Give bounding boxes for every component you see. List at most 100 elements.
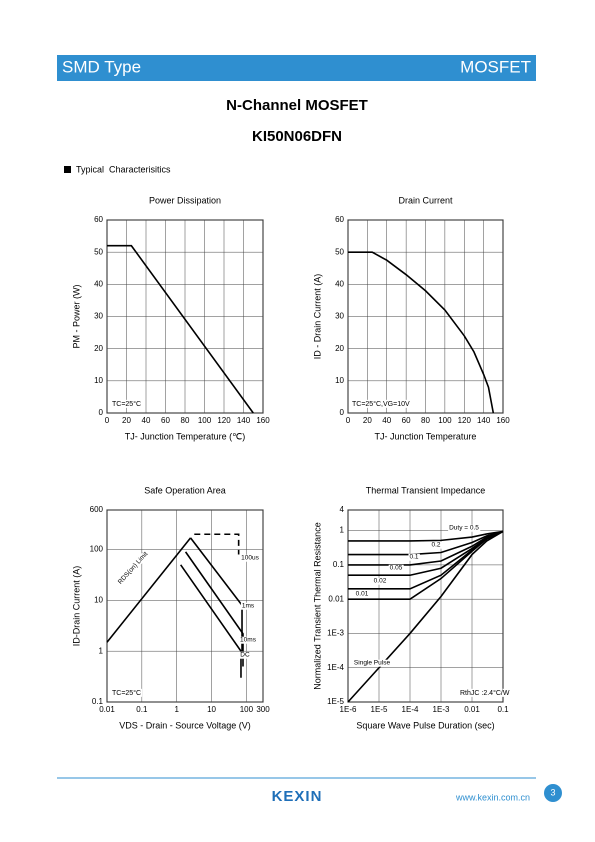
label-bg: [459, 688, 511, 697]
y-tick-label: 1: [99, 646, 104, 655]
series-label: Duty = 0.5: [449, 525, 479, 532]
x-tick-label: 160: [496, 416, 510, 425]
annotation: RthJC :2.4°C/W: [460, 689, 510, 697]
annotation: TC=25°C: [112, 689, 141, 697]
series-label: 0.01: [356, 591, 369, 598]
y-tick-label: 30: [94, 312, 103, 321]
y-tick-label: 0: [99, 408, 104, 417]
section-title: Typical Characterisitics: [76, 164, 171, 174]
label-bg: [240, 554, 261, 562]
y-tick-label: 50: [94, 247, 103, 256]
label-bg: [352, 659, 392, 667]
label-bg: [240, 602, 256, 610]
y-tick-label: 40: [94, 279, 103, 288]
x-tick-label: 160: [256, 416, 270, 425]
data-line: [348, 530, 504, 566]
label-bg: [372, 577, 388, 585]
y-tick-label: 20: [94, 344, 103, 353]
label-bg: [354, 590, 370, 598]
y-tick-label: 0.1: [92, 697, 104, 706]
label-bg: [408, 553, 420, 561]
data-line: [194, 533, 240, 555]
series-label: 0.2: [431, 542, 440, 549]
x-tick-label: 0.01: [464, 705, 480, 714]
series-label: DC: [240, 652, 250, 659]
y-tick-label: 600: [90, 505, 104, 514]
x-tick-label: 0.1: [136, 705, 148, 714]
data-line: [348, 251, 495, 414]
y-axis-label: PM - Power (W): [71, 284, 81, 348]
x-tick-label: 10: [207, 705, 216, 714]
x-tick-label: 1E-4: [402, 705, 419, 714]
data-line: [347, 530, 504, 703]
x-tick-label: 0.1: [497, 705, 509, 714]
data-line: [348, 530, 504, 556]
page-number: 3: [550, 787, 555, 797]
y-axis-label: ID - Drain Current (A): [312, 274, 322, 360]
x-axis-label: TJ- Junction Temperature: [375, 431, 477, 441]
x-tick-label: 1E-6: [340, 705, 357, 714]
y-tick-label: 1: [340, 526, 345, 535]
part-number: KI50N06DFN: [252, 128, 342, 145]
annotation: TC=25°C,VG=10V: [352, 400, 410, 408]
data-line: [106, 537, 192, 643]
y-tick-label: 30: [335, 312, 344, 321]
y-tick-label: 1E-4: [327, 663, 344, 672]
x-axis-label: Square Wave Pulse Duration (sec): [356, 720, 494, 730]
data-line: [348, 530, 504, 600]
x-tick-label: 80: [181, 416, 190, 425]
x-tick-label: 1: [174, 705, 179, 714]
y-tick-label: 1E-3: [327, 629, 344, 638]
y-tick-label: 0.01: [328, 594, 344, 603]
chart: Drain Current 0 20 40 60 80 100 120 140 160 0 10 20 3…: [312, 195, 510, 441]
y-tick-label: 10: [94, 595, 103, 604]
series-label: 10ms: [240, 637, 257, 644]
x-tick-label: 0.01: [99, 705, 115, 714]
chart-title: Thermal Transient Impedance: [366, 485, 486, 495]
x-tick-label: 0: [346, 416, 351, 425]
y-tick-label: 40: [335, 279, 344, 288]
label-bg: [448, 524, 481, 532]
x-tick-label: 20: [122, 416, 131, 425]
data-line: [348, 530, 504, 542]
annotation: TC=25°C: [112, 400, 141, 408]
label-bg: [116, 549, 151, 587]
label-bg: [111, 399, 143, 408]
y-tick-label: 20: [335, 344, 344, 353]
chart-title: Safe Operation Area: [144, 485, 226, 495]
series-label: 0.02: [374, 578, 387, 585]
header-bar: [57, 55, 536, 81]
y-tick-label: 10: [94, 376, 103, 385]
label-bg: [239, 651, 251, 659]
label-bg: [239, 636, 258, 644]
label-bg: [111, 688, 143, 697]
x-tick-label: 60: [402, 416, 411, 425]
bullet: [64, 166, 71, 173]
x-tick-label: 40: [382, 416, 391, 425]
data-line: [107, 244, 254, 414]
x-tick-label: 60: [161, 416, 170, 425]
doc-title: N-Channel MOSFET: [226, 97, 368, 114]
chart: Power Dissipation 0 20 40 60 80 100 120 140 160 0 1…: [71, 195, 270, 441]
plot-area: [106, 509, 264, 703]
y-tick-label: 10: [335, 376, 344, 385]
y-tick-label: 0.1: [333, 560, 345, 569]
x-tick-label: 120: [458, 416, 472, 425]
y-tick-label: 100: [90, 545, 104, 554]
series-label: 1ms: [242, 603, 255, 610]
y-tick-label: 1E-5: [327, 697, 344, 706]
x-tick-label: 1E-3: [433, 705, 450, 714]
x-tick-label: 80: [421, 416, 430, 425]
y-tick-label: 60: [94, 215, 103, 224]
series-label: Single Pulse: [354, 660, 391, 667]
footer-url: www.kexin.com.cn: [455, 792, 530, 802]
header-left: SMD Type: [62, 57, 141, 76]
chart-title: Power Dissipation: [149, 195, 221, 205]
header-right: MOSFET: [460, 57, 531, 76]
y-axis-label: ID-Drain Current (A): [71, 566, 81, 647]
chart-title: Drain Current: [398, 195, 453, 205]
x-tick-label: 1E-5: [371, 705, 388, 714]
x-axis-label: TJ- Junction Temperature (℃): [125, 431, 245, 441]
